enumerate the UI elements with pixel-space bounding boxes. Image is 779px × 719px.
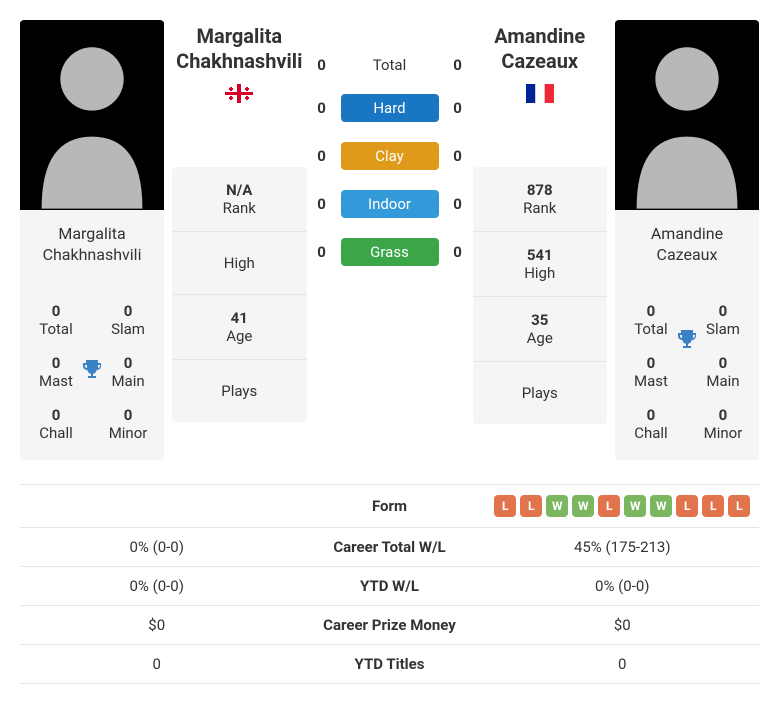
win-badge: W — [546, 495, 568, 517]
player1-header-bio: Margalita Chakhnashvili N/ARank High 41A… — [172, 20, 306, 460]
p1-ytd-wl: 0% (0-0) — [20, 566, 293, 605]
player2-header-bio: Amandine Cazeaux 878Rank 541High 35Age P… — [473, 20, 607, 460]
loss-badge: L — [598, 495, 620, 517]
avatar-silhouette-icon — [615, 20, 759, 210]
player2-flag — [473, 84, 607, 167]
p1-plays-row: Plays — [172, 360, 306, 422]
p2-age-row: 35Age — [473, 297, 607, 362]
loss-badge: L — [728, 495, 750, 517]
player2-header-name: Amandine Cazeaux — [473, 20, 607, 84]
loss-badge: L — [702, 495, 724, 517]
grass-chip[interactable]: Grass — [341, 238, 439, 266]
p2-prize: $0 — [486, 605, 759, 644]
player1-flag — [172, 84, 306, 167]
prize-label: Career Prize Money — [293, 605, 485, 644]
player2-titles: 0Total 0Slam 0Mast 0Main 0Chall 0Minor — [615, 284, 759, 460]
form-row: Form LLWWLWWLLL — [20, 484, 759, 527]
p1-total-cell: 0Total — [20, 294, 92, 346]
p2-ytd-wl: 0% (0-0) — [486, 566, 759, 605]
career-wl-label: Career Total W/L — [293, 527, 485, 566]
ytd-wl-label: YTD W/L — [293, 566, 485, 605]
clay-chip[interactable]: Clay — [341, 142, 439, 170]
win-badge: W — [650, 495, 672, 517]
p1-slam-cell: 0Slam — [92, 294, 164, 346]
player2-card: Amandine Cazeaux 0Total 0Slam 0Mast 0Mai… — [615, 20, 759, 460]
avatar-silhouette-icon — [20, 20, 164, 210]
h2h-indoor: 0 Indoor 0 — [315, 190, 465, 218]
player2-bio-card: 878Rank 541High 35Age Plays — [473, 167, 607, 424]
comparison-header: Margalita Chakhnashvili 0Total 0Slam 0Ma… — [20, 20, 759, 460]
p2-career-wl: 45% (175-213) — [486, 527, 759, 566]
prize-row: $0 Career Prize Money $0 — [20, 605, 759, 644]
stats-table: Form LLWWLWWLLL 0% (0-0) Career Total W/… — [20, 484, 759, 684]
indoor-chip[interactable]: Indoor — [341, 190, 439, 218]
p2-plays-row: Plays — [473, 362, 607, 424]
p2-ytd-titles: 0 — [486, 644, 759, 683]
h2h-grass: 0 Grass 0 — [315, 238, 465, 266]
h2h-total: 0 Total 0 — [315, 56, 465, 74]
player1-card: Margalita Chakhnashvili 0Total 0Slam 0Ma… — [20, 20, 164, 460]
france-flag-icon — [526, 84, 554, 103]
loss-badge: L — [520, 495, 542, 517]
h2h-hard: 0 Hard 0 — [315, 94, 465, 122]
p1-high-row: High — [172, 232, 306, 295]
player1-header-name: Margalita Chakhnashvili — [172, 20, 306, 84]
career-wl-row: 0% (0-0) Career Total W/L 45% (175-213) — [20, 527, 759, 566]
player1-avatar — [20, 20, 164, 210]
p2-chall-cell: 0Chall — [615, 398, 687, 450]
p2-rank-row: 878Rank — [473, 167, 607, 232]
p1-minor-cell: 0Minor — [92, 398, 164, 450]
p2-high-row: 541High — [473, 232, 607, 297]
p2-minor-cell: 0Minor — [687, 398, 759, 450]
p1-career-wl: 0% (0-0) — [20, 527, 293, 566]
p2-form-badges: LLWWLWWLLL — [494, 495, 750, 517]
p1-ytd-titles: 0 — [20, 644, 293, 683]
p1-rank-row: N/ARank — [172, 167, 306, 232]
player2-avatar — [615, 20, 759, 210]
player1-name: Margalita Chakhnashvili — [20, 210, 164, 284]
win-badge: W — [572, 495, 594, 517]
georgia-flag-icon — [225, 84, 253, 103]
win-badge: W — [624, 495, 646, 517]
form-label: Form — [293, 484, 485, 527]
trophy-icon — [80, 358, 104, 386]
ytd-wl-row: 0% (0-0) YTD W/L 0% (0-0) — [20, 566, 759, 605]
ytd-titles-row: 0 YTD Titles 0 — [20, 644, 759, 683]
ytd-titles-label: YTD Titles — [293, 644, 485, 683]
trophy-icon — [675, 328, 699, 356]
loss-badge: L — [494, 495, 516, 517]
p1-chall-cell: 0Chall — [20, 398, 92, 450]
hard-chip[interactable]: Hard — [341, 94, 439, 122]
p1-age-row: 41Age — [172, 295, 306, 360]
h2h-clay: 0 Clay 0 — [315, 142, 465, 170]
player1-bio-card: N/ARank High 41Age Plays — [172, 167, 306, 422]
loss-badge: L — [676, 495, 698, 517]
player1-titles: 0Total 0Slam 0Mast 0Main 0Chall 0Minor — [20, 284, 164, 460]
player2-name: Amandine Cazeaux — [615, 210, 759, 284]
p1-prize: $0 — [20, 605, 293, 644]
h2h-column: 0 Total 0 0 Hard 0 0 Clay 0 0 Indoor 0 0… — [315, 20, 465, 460]
